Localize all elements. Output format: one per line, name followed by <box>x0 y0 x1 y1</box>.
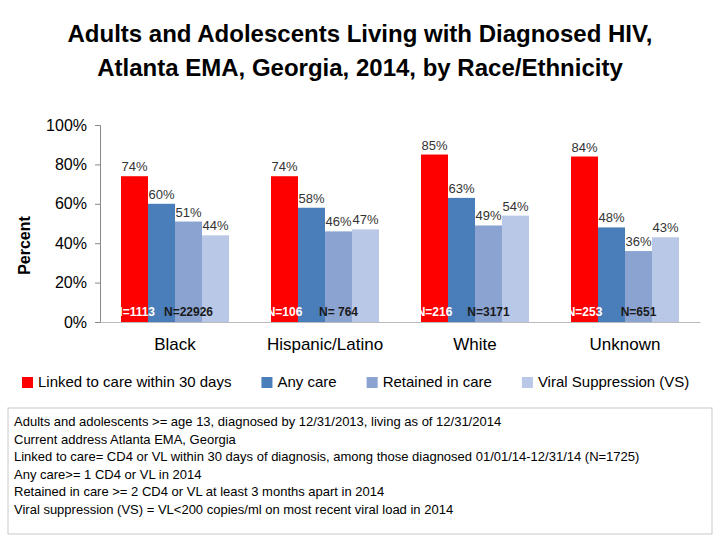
bar-series <box>202 216 679 322</box>
n-label: N= 764 <box>319 305 358 319</box>
y-tick: 40% <box>55 235 100 252</box>
legend-item: Retained in care <box>367 373 492 390</box>
y-tick: 60% <box>55 195 100 212</box>
y-tick-mark <box>95 164 100 165</box>
n-label: N=3171 <box>467 305 510 319</box>
footnote: Current address Atlanta EMA, Georgia <box>14 432 237 447</box>
y-axis-title: Percent <box>16 215 33 274</box>
legend-swatch <box>522 377 533 388</box>
bar <box>421 155 448 322</box>
legend-swatch <box>22 377 33 388</box>
bar-series <box>121 155 598 322</box>
x-tick: Unknown <box>590 322 661 354</box>
footnotes: Adults and adolescents >= age 13, diagno… <box>8 408 712 534</box>
y-tick: 80% <box>55 156 100 173</box>
footnote: Adults and adolescents >= age 13, diagno… <box>14 414 501 429</box>
annotations: N=1113 N=22926 N=106 N= 764 N=216 N=3171 N=253… <box>114 305 657 319</box>
y-tick-label: 40% <box>55 235 87 252</box>
bars <box>121 155 679 322</box>
legend-item: Linked to care within 30 days <box>22 373 231 390</box>
data-label: 46% <box>325 214 351 229</box>
n-label: N=216 <box>417 305 453 319</box>
data-label: 49% <box>475 208 501 223</box>
x-tick: Black <box>154 322 196 354</box>
footnote: Any care>= 1 CD4 or VL in 2014 <box>14 467 201 482</box>
legend-label: Linked to care within 30 days <box>38 373 231 390</box>
legend: Linked to care within 30 days Any care Ret… <box>22 373 689 390</box>
legend-item: Viral Suppression (VS) <box>522 373 689 390</box>
footnote: Viral suppression (VS) = VL<200 copies/m… <box>14 502 453 517</box>
legend-item: Any care <box>261 373 336 390</box>
data-label: 63% <box>448 181 474 196</box>
y-tick: 20% <box>55 274 100 291</box>
y-tick-mark <box>95 283 100 284</box>
y-tick-mark <box>95 204 100 205</box>
n-label: N=22926 <box>164 305 213 319</box>
data-label: 84% <box>571 140 597 155</box>
legend-swatch <box>261 377 272 388</box>
legend-label: Viral Suppression (VS) <box>538 373 689 390</box>
n-label: N=253 <box>567 305 603 319</box>
data-label: 58% <box>298 191 324 206</box>
data-label: 43% <box>652 220 678 235</box>
x-tick-label: Unknown <box>590 335 661 354</box>
data-label: 60% <box>148 187 174 202</box>
footnote: Retained in care >= 2 CD4 or VL at least… <box>14 484 384 499</box>
data-label: 48% <box>598 210 624 225</box>
n-label: N=651 <box>621 305 657 319</box>
y-tick: 100% <box>46 117 100 134</box>
y-tick-label: 100% <box>46 117 87 134</box>
data-labels: 74% 74% 85% 84% 60% 58% 63% 48% 51% 46% 49% 36% 44% 4… <box>121 138 678 250</box>
data-label: 51% <box>175 205 201 220</box>
data-label: 44% <box>202 218 228 233</box>
y-tick: 0% <box>64 314 100 331</box>
data-label: 54% <box>502 199 528 214</box>
legend-swatch <box>367 377 378 388</box>
data-label: 47% <box>352 212 378 227</box>
footnote: Linked to care= CD4 or VL within 30 days… <box>14 449 639 464</box>
y-tick-mark <box>95 322 100 323</box>
title-line: Adults and Adolescents Living with Diagn… <box>68 20 653 47</box>
data-label: 85% <box>421 138 447 153</box>
legend-label: Any care <box>277 373 336 390</box>
title: Adults and Adolescents Living with Diagn… <box>68 20 653 81</box>
bar <box>271 176 298 322</box>
data-label: 74% <box>121 159 147 174</box>
x-axis: Black Hispanic/Latino White Unknown <box>101 322 701 354</box>
legend-label: Retained in care <box>383 373 492 390</box>
title-line: Atlanta EMA, Georgia, 2014, by Race/Ethn… <box>97 54 623 81</box>
y-tick-label: 20% <box>55 274 87 291</box>
y-tick-label: 80% <box>55 156 87 173</box>
n-label: N=106 <box>267 305 303 319</box>
y-axis-line <box>95 126 101 323</box>
y-tick-label: 60% <box>55 195 87 212</box>
y-tick-mark <box>95 243 100 244</box>
x-axis-line <box>101 322 701 323</box>
x-tick: White <box>453 322 496 354</box>
x-tick-label: Hispanic/Latino <box>267 335 383 354</box>
x-tick: Hispanic/Latino <box>267 322 383 354</box>
x-tick-label: Black <box>154 335 196 354</box>
y-tick-mark <box>95 125 100 126</box>
y-axis: 0% 20% 40% 60% 80% 100% <box>46 117 100 331</box>
bar <box>571 157 598 322</box>
chart: Adults and Adolescents Living with Diagn… <box>0 0 720 540</box>
n-label: N=1113 <box>114 305 155 319</box>
footnote-box <box>8 408 712 534</box>
bar-series <box>175 222 652 322</box>
bar <box>121 176 148 322</box>
y-tick-label: 0% <box>64 314 87 331</box>
bar <box>448 198 475 322</box>
data-label: 74% <box>271 159 297 174</box>
bar-series <box>148 198 625 322</box>
data-label: 36% <box>625 234 651 249</box>
x-tick-label: White <box>453 335 496 354</box>
